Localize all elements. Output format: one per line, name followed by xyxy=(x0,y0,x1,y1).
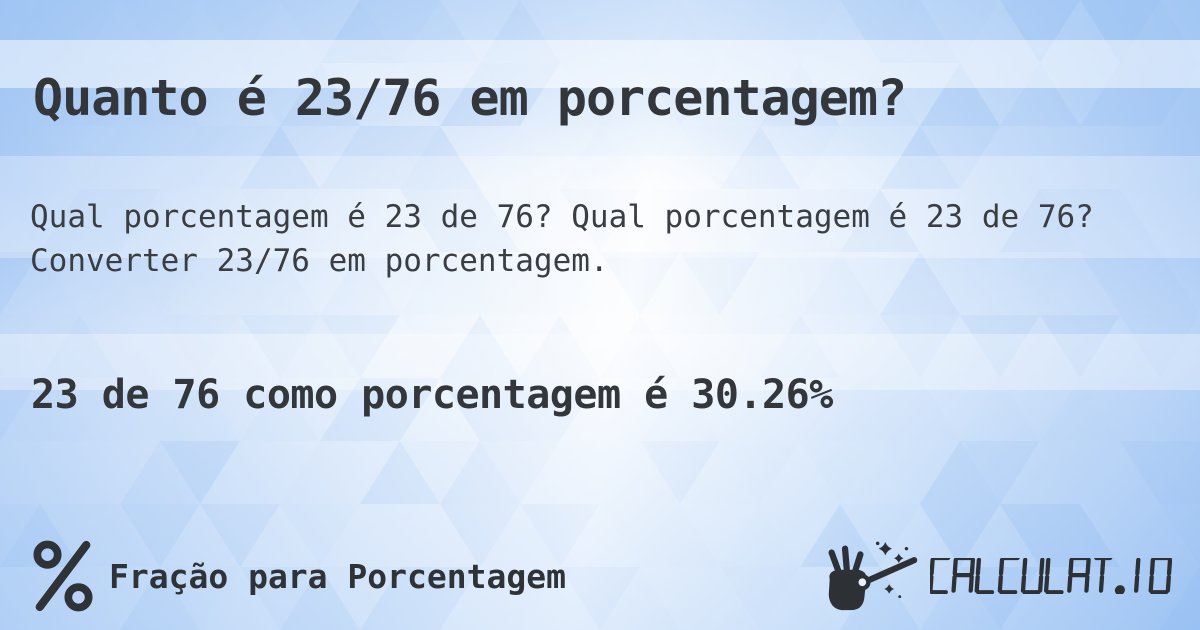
category: Fração para Porcentagem xyxy=(33,540,566,612)
brand-logo xyxy=(816,541,1172,612)
category-label: Fração para Porcentagem xyxy=(109,556,566,596)
sparkle-stars xyxy=(875,541,909,598)
page-title: Quanto é 23/76 em porcentagem? xyxy=(33,68,907,127)
answer-text: 23 de 76 como porcentagem é 30.26% xyxy=(31,372,833,419)
title-highlight-band xyxy=(0,40,1200,88)
magic-wand-icon xyxy=(828,541,918,610)
percent-icon xyxy=(33,540,93,612)
brand-logo-text xyxy=(930,558,1172,594)
question-description: Qual porcentagem é 23 de 76? Qual porcen… xyxy=(30,199,1094,279)
footer: Fração para Porcentagem xyxy=(33,536,1172,616)
answer-highlight-band xyxy=(0,334,1200,390)
description-highlight-band xyxy=(0,156,1200,258)
